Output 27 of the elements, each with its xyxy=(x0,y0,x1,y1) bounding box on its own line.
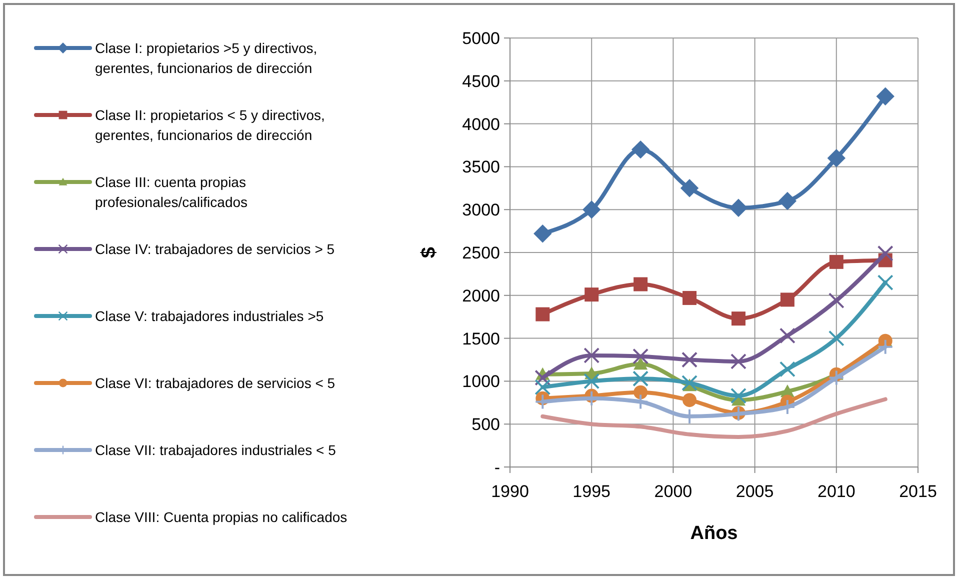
x-tick-label: 1990 xyxy=(491,482,529,501)
x-tick-label: 1995 xyxy=(572,482,611,501)
legend-label: Clase V: trabajadores industriales >5 xyxy=(95,308,324,324)
y-tick-label: 1500 xyxy=(462,329,500,348)
legend-label: Clase IV: trabajadores de servicios > 5 xyxy=(95,240,335,257)
legend-label: Clase VII: trabajadores industriales < 5 xyxy=(95,442,336,458)
y-tick-label: 2500 xyxy=(462,243,500,262)
y-axis-title: $ xyxy=(418,246,440,258)
x-tick-label: 2000 xyxy=(654,482,692,501)
y-tick-label: 500 xyxy=(472,415,500,434)
legend-label: Clase III: cuenta propias profesionales/calificados xyxy=(95,174,248,210)
y-tick-label: 3000 xyxy=(462,200,500,220)
x-tick-label: 2010 xyxy=(817,482,856,501)
x-tick-label: 2015 xyxy=(899,482,937,501)
y-tick-label: 2000 xyxy=(462,286,500,306)
legend-label: Clase II: propietarios < 5 y directivos, gerentes, funcionarios de dirección xyxy=(95,106,325,144)
y-tick-label: 3500 xyxy=(462,158,500,177)
x-axis-title: Años xyxy=(690,523,738,544)
legend-label: Clase VI: trabajadores de servicios < 5 xyxy=(95,374,336,391)
x-tick-label: 2005 xyxy=(736,482,774,501)
y-tick-label: 1000 xyxy=(462,372,500,392)
y-tick-label: 4500 xyxy=(462,72,500,91)
y-tick-label: 4000 xyxy=(462,114,500,134)
legend-label: Clase VIII: Cuenta propias no calificados xyxy=(95,508,348,525)
y-tick-label: 5000 xyxy=(462,28,500,48)
y-tick-label: - xyxy=(494,458,500,477)
legend-label: Clase I: propietarios >5 y directivos, gerentes, funcionarios de dirección xyxy=(95,40,318,76)
